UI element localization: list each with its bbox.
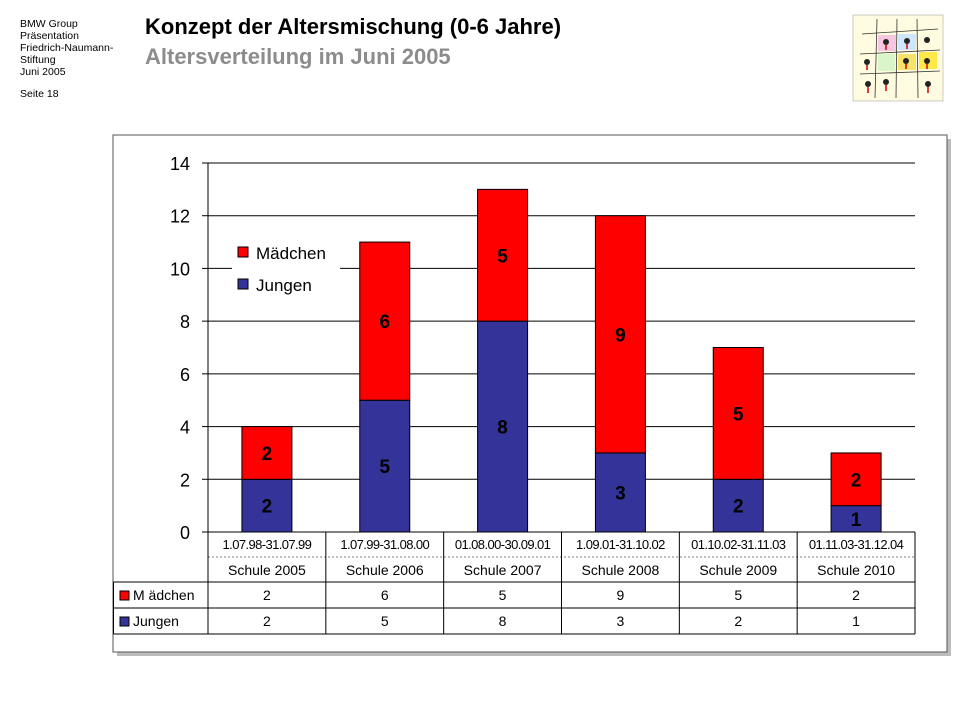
y-tick-label: 0 — [180, 523, 190, 543]
x-tick-label-school: Schule 2009 — [699, 562, 777, 578]
x-tick-label-school: Schule 2010 — [817, 562, 895, 578]
data-label: 2 — [262, 497, 273, 518]
table-cell: 8 — [499, 613, 507, 629]
children-grid-logo-icon — [852, 14, 944, 102]
x-tick-label-school: Schule 2007 — [464, 562, 542, 578]
x-tick-label-school: Schule 2005 — [228, 562, 306, 578]
x-tick-label-dates: 01.08.00-30.09.01 — [455, 537, 551, 552]
data-label: 5 — [497, 246, 508, 267]
legend-box — [232, 238, 340, 300]
page-title: Konzept der Altersmischung (0-6 Jahre) — [145, 14, 562, 39]
org-line: Juni 2005 — [20, 66, 66, 78]
x-tick-label-dates: 01.10.02-31.11.03 — [691, 537, 786, 552]
data-label: 5 — [379, 457, 390, 478]
x-tick-label-school: Schule 2008 — [581, 562, 659, 578]
table-row-label: M ädchen — [133, 587, 194, 603]
y-tick-label: 2 — [180, 470, 190, 490]
bar-segment — [241, 478, 293, 533]
x-tick-label-dates: 01.11.03-31.12.04 — [809, 537, 904, 552]
table-cell: 9 — [617, 587, 625, 603]
y-tick-label: 4 — [180, 418, 190, 438]
data-label: 8 — [497, 418, 508, 439]
table-cell: 3 — [617, 613, 625, 629]
x-tick-label-dates: 1.07.99-31.08.00 — [340, 537, 429, 552]
org-line: Stiftung — [20, 54, 56, 66]
table-cell: 5 — [381, 613, 389, 629]
table-cell: 2 — [734, 613, 742, 629]
y-tick-label: 10 — [170, 259, 190, 279]
x-tick-label-dates: 1.07.98-31.07.99 — [223, 537, 312, 552]
table-row-label: Jungen — [133, 613, 179, 629]
bar-segment — [830, 452, 882, 507]
table-cell: 2 — [263, 587, 271, 603]
table-legend-swatch — [119, 590, 130, 601]
legend-swatch — [237, 246, 249, 258]
bar-segment — [477, 320, 529, 533]
y-tick-label: 6 — [180, 365, 190, 385]
bar-segment — [477, 188, 529, 322]
bar-segment — [241, 426, 293, 480]
x-tick-label-dates: 1.09.01-31.10.02 — [576, 537, 665, 552]
page-number: Seite 18 — [20, 88, 59, 100]
y-tick-label: 8 — [180, 312, 190, 332]
bar-segment — [359, 399, 411, 533]
data-label: 6 — [379, 312, 390, 333]
bar-segment — [594, 215, 646, 454]
org-line: BMW Group — [20, 18, 78, 30]
data-label: 3 — [615, 483, 626, 504]
org-line: Friedrich-Naumann- — [20, 42, 114, 54]
data-label: 5 — [733, 404, 744, 425]
bar-segment — [712, 347, 764, 480]
table-legend-swatch — [119, 616, 130, 627]
table-cell: 5 — [734, 587, 742, 603]
y-tick-label: 14 — [170, 154, 190, 174]
legend-label: Mädchen — [256, 244, 326, 263]
table-cell: 5 — [499, 587, 507, 603]
chart-frame — [112, 134, 948, 653]
page-subtitle: Altersverteilung im Juni 2005 — [145, 44, 451, 69]
header-info: BMW Group Präsentation Friedrich-Naumann… — [20, 18, 140, 100]
org-line: Präsentation — [20, 30, 79, 42]
table-cell: 2 — [852, 587, 860, 603]
x-tick-label-school: Schule 2006 — [346, 562, 424, 578]
data-label: 9 — [615, 325, 626, 346]
bar-segment — [359, 241, 411, 401]
table-cell: 1 — [852, 613, 860, 629]
y-tick-label: 12 — [170, 207, 190, 227]
data-label: 2 — [851, 470, 862, 491]
data-label: 2 — [262, 444, 273, 465]
data-label: 1 — [851, 510, 862, 531]
data-label: 2 — [733, 497, 744, 518]
table-cell: 2 — [263, 613, 271, 629]
legend-label: Jungen — [256, 276, 312, 295]
legend-swatch — [237, 278, 249, 290]
table-cell: 6 — [381, 587, 389, 603]
